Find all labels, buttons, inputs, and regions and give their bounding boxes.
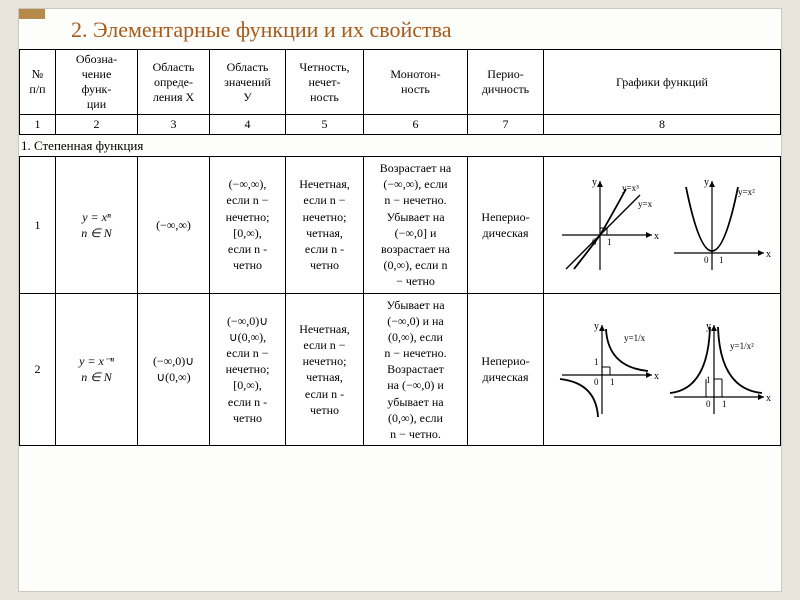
svg-text:x: x bbox=[766, 249, 771, 260]
cell-n: 2 bbox=[20, 293, 56, 446]
graph-x2: x y 1 0 y=x² bbox=[664, 175, 772, 275]
col-header: ОбластьзначенийУ bbox=[210, 50, 286, 115]
col-header: Областьопреде-ления X bbox=[138, 50, 210, 115]
svg-text:0: 0 bbox=[594, 377, 599, 387]
table-row: 2 y = x⁻ⁿn ∈ N (−∞,0)∪∪(0,∞) (−∞,0)∪∪(0,… bbox=[20, 293, 781, 446]
table-row: 1 y = xⁿn ∈ N (−∞,∞) (−∞,∞),если n −нече… bbox=[20, 157, 781, 294]
page-title: 2. Элементарные функции и их свойства bbox=[19, 9, 781, 49]
header-table: №п/п Обозна-чениефунк-ции Областьопреде-… bbox=[19, 49, 781, 135]
svg-text:1: 1 bbox=[594, 357, 599, 367]
graph-label: y=1/x bbox=[624, 333, 646, 343]
svg-text:1: 1 bbox=[722, 399, 727, 409]
graph-label: y=1/x² bbox=[730, 341, 754, 351]
svg-text:0: 0 bbox=[704, 255, 709, 265]
cell-mono: Убывает на(−∞,0) и на(0,∞), еслиn − нече… bbox=[364, 293, 468, 446]
svg-text:y: y bbox=[704, 177, 709, 188]
cell-range: (−∞,∞),если n −нечетно;[0,∞),если n -чет… bbox=[210, 157, 286, 294]
accent-strip bbox=[19, 9, 45, 19]
cell-graphs: x y 1 0 y=x³ y=x bbox=[544, 157, 781, 294]
graph-1x: x y 1 0 1 y=1/x bbox=[552, 319, 660, 419]
col-num: 1 bbox=[20, 115, 56, 135]
col-header: Обозна-чениефунк-ции bbox=[56, 50, 138, 115]
col-header: Четность,нечет-ность bbox=[286, 50, 364, 115]
svg-text:1: 1 bbox=[706, 375, 711, 385]
graph-x3: x y 1 0 y=x³ y=x bbox=[552, 175, 660, 275]
col-num: 3 bbox=[138, 115, 210, 135]
col-header: Графики функций bbox=[544, 50, 781, 115]
header-row: №п/п Обозна-чениефунк-ции Областьопреде-… bbox=[20, 50, 781, 115]
col-num: 2 bbox=[56, 115, 138, 135]
svg-text:1: 1 bbox=[607, 237, 612, 247]
svg-text:y: y bbox=[594, 321, 599, 332]
cell-parity: Нечетная,если n −нечетно;четная,если n -… bbox=[286, 293, 364, 446]
svg-text:0: 0 bbox=[706, 399, 711, 409]
col-num: 7 bbox=[468, 115, 544, 135]
header-nums-row: 1 2 3 4 5 6 7 8 bbox=[20, 115, 781, 135]
cell-range: (−∞,0)∪∪(0,∞),если n −нечетно;[0,∞),если… bbox=[210, 293, 286, 446]
cell-mono: Возрастает на(−∞,∞), еслиn − нечетно.Убы… bbox=[364, 157, 468, 294]
svg-text:x: x bbox=[766, 393, 771, 404]
cell-fn: y = xⁿn ∈ N bbox=[56, 157, 138, 294]
cell-graphs: x y 1 0 1 y=1/x bbox=[544, 293, 781, 446]
cell-domain: (−∞,∞) bbox=[138, 157, 210, 294]
col-num: 8 bbox=[544, 115, 781, 135]
svg-text:x: x bbox=[654, 371, 659, 382]
col-num: 5 bbox=[286, 115, 364, 135]
cell-fn: y = x⁻ⁿn ∈ N bbox=[56, 293, 138, 446]
cell-parity: Нечетная,если n −нечетно;четная,если n -… bbox=[286, 157, 364, 294]
col-header: №п/п bbox=[20, 50, 56, 115]
graph-label: y=x³ bbox=[622, 183, 639, 193]
slide-frame: 2. Элементарные функции и их свойства №п… bbox=[18, 8, 782, 592]
cell-period: Неперио-дическая bbox=[468, 293, 544, 446]
cell-domain: (−∞,0)∪∪(0,∞) bbox=[138, 293, 210, 446]
svg-text:1: 1 bbox=[719, 255, 724, 265]
svg-text:y: y bbox=[592, 177, 597, 188]
svg-text:1: 1 bbox=[610, 377, 615, 387]
col-num: 4 bbox=[210, 115, 286, 135]
col-header: Монотон-ность bbox=[364, 50, 468, 115]
svg-text:x: x bbox=[654, 231, 659, 242]
col-num: 6 bbox=[364, 115, 468, 135]
col-header: Перио-дичность bbox=[468, 50, 544, 115]
graph-label: y=x bbox=[638, 199, 653, 209]
main-table: 1 y = xⁿn ∈ N (−∞,∞) (−∞,∞),если n −нече… bbox=[19, 156, 781, 446]
graph-1x2: x y 1 0 1 y=1/x² bbox=[664, 319, 772, 419]
cell-n: 1 bbox=[20, 157, 56, 294]
graph-label: y=x² bbox=[738, 187, 755, 197]
section-label: 1. Степенная функция bbox=[19, 135, 781, 156]
cell-period: Неперио-дическая bbox=[468, 157, 544, 294]
